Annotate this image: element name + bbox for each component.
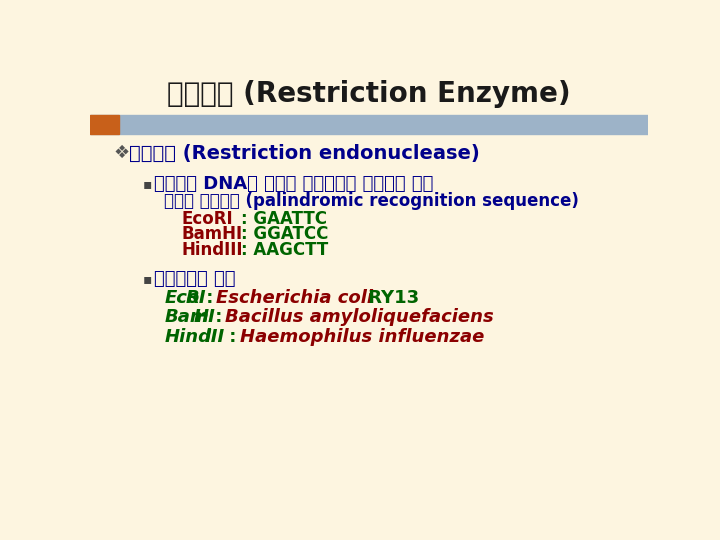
Text: ❖: ❖ bbox=[113, 144, 130, 163]
Text: ▪: ▪ bbox=[143, 272, 152, 286]
Text: HI: HI bbox=[194, 308, 216, 326]
Text: : GAATTC: : GAATTC bbox=[241, 210, 327, 228]
Text: III: III bbox=[204, 328, 225, 346]
Text: EcoRI: EcoRI bbox=[181, 210, 233, 228]
Text: Haemophilus influenzae: Haemophilus influenzae bbox=[240, 328, 484, 346]
Text: HindIII: HindIII bbox=[181, 241, 243, 259]
Text: RY13: RY13 bbox=[362, 289, 419, 307]
Text: 회문성 인식서열 (palindromic recognition sequence): 회문성 인식서열 (palindromic recognition sequen… bbox=[164, 192, 580, 210]
Text: Eco: Eco bbox=[164, 289, 199, 307]
Text: Bam: Bam bbox=[164, 308, 209, 326]
Text: :: : bbox=[223, 328, 243, 346]
Bar bbox=[90, 115, 648, 134]
Text: Bacillus amyloliquefaciens: Bacillus amyloliquefaciens bbox=[225, 308, 494, 326]
Text: 제한효소 (Restriction endonuclease): 제한효소 (Restriction endonuclease) bbox=[129, 144, 480, 163]
Text: Hind: Hind bbox=[164, 328, 212, 346]
Text: Escherichia coli: Escherichia coli bbox=[216, 289, 374, 307]
Text: 제한효소의 명명: 제한효소의 명명 bbox=[153, 270, 235, 288]
Text: ▪: ▪ bbox=[143, 177, 152, 191]
Text: 제한효소 (Restriction Enzyme): 제한효소 (Restriction Enzyme) bbox=[167, 80, 571, 108]
Text: : AAGCTT: : AAGCTT bbox=[241, 241, 328, 259]
Text: :: : bbox=[200, 289, 220, 307]
Text: RI: RI bbox=[185, 289, 206, 307]
Text: :: : bbox=[209, 308, 228, 326]
Bar bbox=[90, 115, 120, 134]
Text: BamHI: BamHI bbox=[181, 225, 243, 243]
Text: 이중가닥 DNA의 특정한 염기서열을 인식하여 절단: 이중가닥 DNA의 특정한 염기서열을 인식하여 절단 bbox=[153, 175, 433, 193]
Text: : GGATCC: : GGATCC bbox=[241, 225, 328, 243]
